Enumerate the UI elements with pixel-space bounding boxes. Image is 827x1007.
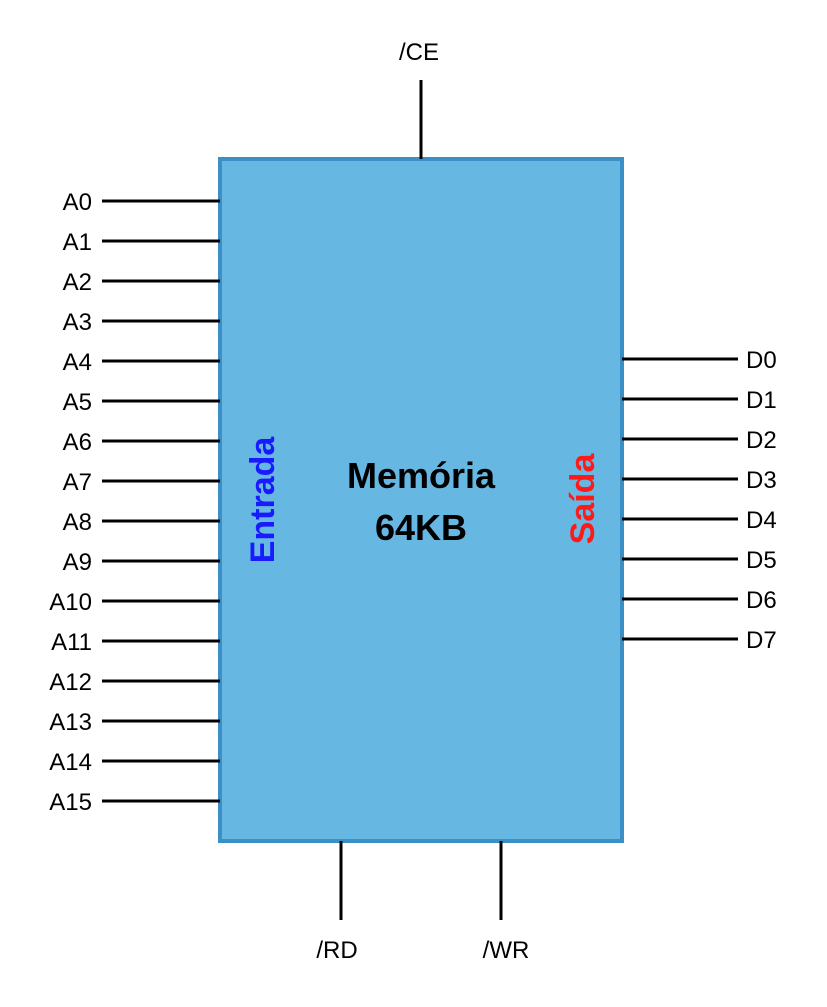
rd-pin-label: /RD <box>316 937 357 964</box>
address-pin-label-a2: A2 <box>63 269 92 296</box>
data-pin-label-d7: D7 <box>746 627 777 654</box>
memory-chip-body <box>218 157 624 843</box>
address-pin-label-a9: A9 <box>63 549 92 576</box>
address-pin-label-a0: A0 <box>63 189 92 216</box>
address-pin-label-a1: A1 <box>63 229 92 256</box>
address-pins: A0 A1 A2 A3 A4 A5 A6 A7 A8 A9 A10 A11 A12 A13 A14 A15 <box>49 189 220 816</box>
address-pin-label-a8: A8 <box>63 509 92 536</box>
address-pin-label-a10: A10 <box>49 589 92 616</box>
data-pin-label-d1: D1 <box>746 387 777 414</box>
entrada-label: Entrada <box>244 436 282 564</box>
address-pin-label-a14: A14 <box>49 749 92 776</box>
data-pin-label-d4: D4 <box>746 507 777 534</box>
address-pin-label-a15: A15 <box>49 789 92 816</box>
address-pin-label-a7: A7 <box>63 469 92 496</box>
ce-pin-label: /CE <box>399 39 439 66</box>
address-pin-label-a3: A3 <box>63 309 92 336</box>
data-pin-label-d6: D6 <box>746 587 777 614</box>
address-pin-label-a6: A6 <box>63 429 92 456</box>
wr-pin-label: /WR <box>483 937 530 964</box>
data-pin-label-d0: D0 <box>746 347 777 374</box>
address-pin-label-a13: A13 <box>49 709 92 736</box>
data-pin-label-d2: D2 <box>746 427 777 454</box>
address-pin-label-a4: A4 <box>63 349 92 376</box>
data-pin-label-d3: D3 <box>746 467 777 494</box>
data-pins: D0 D1 D2 D3 D4 D5 D6 D7 <box>622 347 777 654</box>
address-pin-label-a12: A12 <box>49 669 92 696</box>
data-pin-label-d5: D5 <box>746 547 777 574</box>
chip-title-line2: 64KB <box>375 507 467 548</box>
address-pin-label-a11: A11 <box>51 629 92 656</box>
address-pin-label-a5: A5 <box>63 389 92 416</box>
saida-label: Saída <box>564 453 602 545</box>
chip-title-line1: Memória <box>347 455 496 496</box>
